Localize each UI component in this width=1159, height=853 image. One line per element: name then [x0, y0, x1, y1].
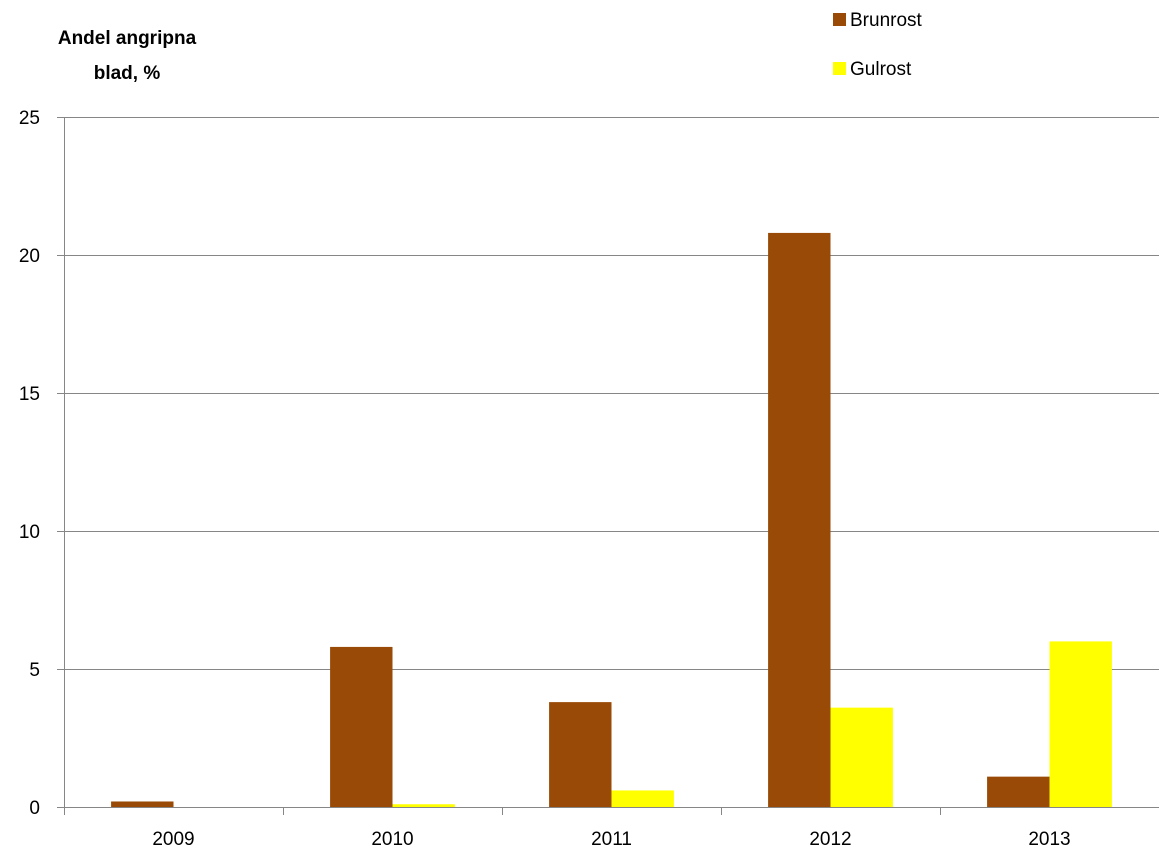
gridlines: [64, 117, 1159, 670]
x-tick-label: 2009: [152, 829, 194, 850]
x-tick-label: 2010: [371, 829, 413, 850]
y-tick-label: 15: [19, 384, 40, 405]
y-tick-label: 5: [29, 660, 40, 681]
bars: [111, 232, 1112, 808]
bar-brunrost-2012: [768, 232, 831, 808]
bar-brunrost-2010: [330, 646, 393, 807]
x-tick-label: 2011: [591, 829, 632, 850]
y-axis-label-line-1: Andel angripna: [58, 28, 197, 49]
axes: [64, 117, 1159, 808]
y-tick-label: 10: [19, 522, 40, 543]
bar-brunrost-2013: [987, 776, 1050, 807]
legend-swatch-gulrost: [833, 62, 846, 75]
legend: Brunrost Gulrost: [833, 10, 923, 80]
legend-label-brunrost: Brunrost: [850, 10, 923, 31]
y-axis-label-line-2: blad, %: [94, 63, 161, 84]
bar-brunrost-2009: [111, 801, 174, 807]
y-axis-ticks: 0 5 10 15 20 25: [19, 108, 64, 819]
y-axis-label: Andel angripna blad, %: [58, 28, 197, 84]
y-tick-label: 0: [29, 798, 40, 819]
y-tick-label: 25: [19, 108, 40, 129]
bar-brunrost-2011: [549, 702, 612, 807]
bar-gulrost-2013: [1049, 641, 1112, 807]
x-axis-ticks: 2009 2010 2011 2012 2013: [64, 807, 1071, 850]
legend-swatch-brunrost: [833, 13, 846, 26]
x-tick-label: 2013: [1028, 829, 1070, 850]
legend-label-gulrost: Gulrost: [850, 59, 912, 80]
bar-gulrost-2010: [392, 804, 455, 807]
bar-gulrost-2011: [611, 790, 674, 807]
y-tick-label: 20: [19, 246, 40, 267]
bar-gulrost-2012: [830, 707, 893, 807]
x-tick-label: 2012: [809, 829, 851, 850]
